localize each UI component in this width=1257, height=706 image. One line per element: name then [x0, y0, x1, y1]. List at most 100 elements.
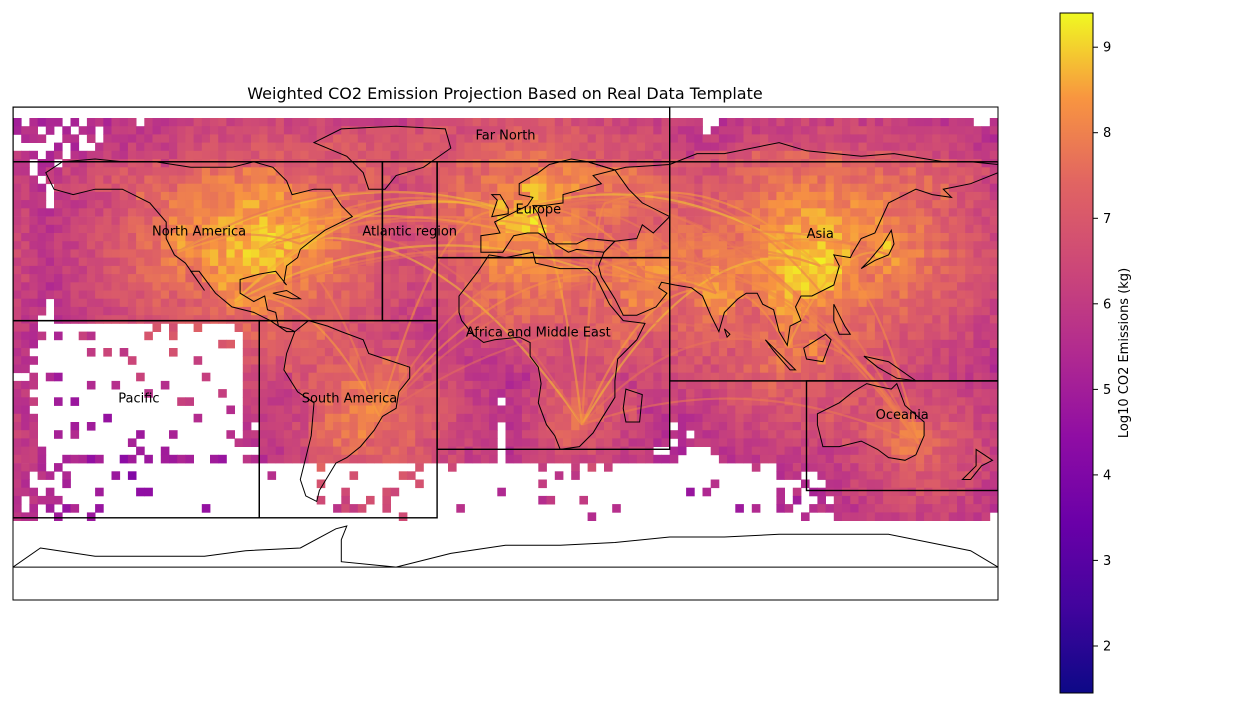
heatmap-cell — [628, 331, 638, 341]
heatmap-cell — [366, 397, 375, 406]
heatmap-cell — [883, 479, 892, 489]
heatmap-cell — [907, 183, 917, 193]
heatmap-cell — [497, 487, 506, 497]
heatmap-cell — [177, 167, 186, 176]
heatmap-cell — [858, 274, 868, 283]
flight-routes — [176, 190, 920, 445]
heatmap-cell — [300, 364, 309, 374]
heatmap-cell — [833, 413, 843, 423]
heatmap-cell — [480, 339, 490, 349]
heatmap-cell — [817, 372, 826, 382]
heatmap-cell — [13, 454, 22, 464]
heatmap-cell — [259, 446, 268, 456]
heatmap-cell — [530, 430, 539, 439]
heatmap-cell — [308, 348, 318, 357]
heatmap-cell — [940, 274, 950, 283]
heatmap-cell — [210, 159, 219, 168]
heatmap-cell — [883, 430, 892, 439]
heatmap-cell — [54, 298, 63, 308]
heatmap-cell — [242, 380, 252, 390]
heatmap-cell — [579, 216, 588, 226]
heatmap-cell — [957, 175, 966, 185]
heatmap-cell — [850, 315, 859, 324]
heatmap-cell — [833, 282, 843, 291]
heatmap-cell — [792, 348, 802, 357]
heatmap-cell — [78, 454, 88, 464]
heatmap-cell — [628, 175, 638, 185]
heatmap-cell — [341, 298, 350, 308]
heatmap-cell — [316, 290, 326, 300]
heatmap-cell — [686, 183, 695, 193]
heatmap-cell — [111, 249, 121, 258]
heatmap-cell — [554, 233, 564, 242]
heatmap-cell — [825, 118, 835, 127]
heatmap-cell — [989, 126, 998, 135]
heatmap-cell — [604, 175, 613, 185]
heatmap-cell — [86, 298, 96, 308]
heatmap-cell — [874, 479, 884, 489]
heatmap-cell — [645, 265, 654, 275]
heatmap-cell — [587, 446, 597, 456]
heatmap-cell — [226, 175, 235, 185]
heatmap-cell — [398, 413, 408, 423]
heatmap-cell — [801, 389, 810, 398]
heatmap-cell — [883, 495, 892, 505]
heatmap-cell — [661, 118, 671, 127]
heatmap-cell — [300, 397, 309, 406]
heatmap-cell — [883, 348, 892, 357]
heatmap-cell — [218, 290, 227, 300]
heatmap-cell — [891, 479, 900, 489]
heatmap-cell — [505, 274, 515, 283]
heatmap-cell — [37, 471, 47, 480]
heatmap-cell — [563, 142, 572, 152]
heatmap-cell — [595, 356, 605, 365]
heatmap-cell — [366, 126, 375, 135]
heatmap-cell — [874, 200, 884, 209]
heatmap-cell — [866, 504, 876, 513]
heatmap-cell — [78, 126, 88, 135]
heatmap-cell — [333, 339, 342, 349]
heatmap-cell — [792, 126, 802, 135]
heatmap-cell — [530, 339, 539, 349]
heatmap-cell — [957, 241, 966, 250]
heatmap-cell — [169, 290, 178, 300]
heatmap-cell — [480, 430, 490, 439]
heatmap-cell — [538, 463, 547, 472]
heatmap-cell — [267, 413, 277, 423]
heatmap-cell — [530, 175, 539, 185]
heatmap-cell — [201, 118, 211, 127]
heatmap-cell — [119, 142, 129, 152]
heatmap-cell — [579, 348, 588, 357]
heatmap-cell — [620, 364, 629, 374]
heatmap-cell — [784, 413, 794, 423]
heatmap-cell — [833, 191, 843, 201]
heatmap-cell — [612, 290, 621, 300]
heatmap-cell — [776, 446, 785, 456]
heatmap-cell — [915, 282, 925, 291]
heatmap-cell — [218, 200, 227, 209]
heatmap-cell — [973, 413, 982, 423]
heatmap-cell — [620, 175, 629, 185]
heatmap-cell — [62, 504, 71, 513]
heatmap-cell — [636, 208, 646, 217]
heatmap-cell — [801, 159, 810, 168]
heatmap-cell — [735, 126, 744, 135]
heatmap-cell — [111, 224, 121, 234]
heatmap-cell — [464, 454, 474, 464]
heatmap-cell — [694, 306, 703, 316]
heatmap-cell — [563, 422, 572, 431]
heatmap-cell — [226, 191, 235, 201]
heatmap-cell — [957, 249, 966, 258]
heatmap-cell — [448, 118, 457, 127]
heatmap-cell — [874, 323, 884, 332]
heatmap-cell — [37, 134, 47, 143]
heatmap-cell — [932, 282, 941, 291]
heatmap-cell — [702, 315, 712, 324]
heatmap-cell — [874, 298, 884, 308]
heatmap-cell — [21, 282, 30, 291]
heatmap-cell — [817, 150, 826, 160]
heatmap-cell — [95, 233, 104, 242]
heatmap-cell — [595, 126, 605, 135]
heatmap-cell — [677, 380, 687, 390]
